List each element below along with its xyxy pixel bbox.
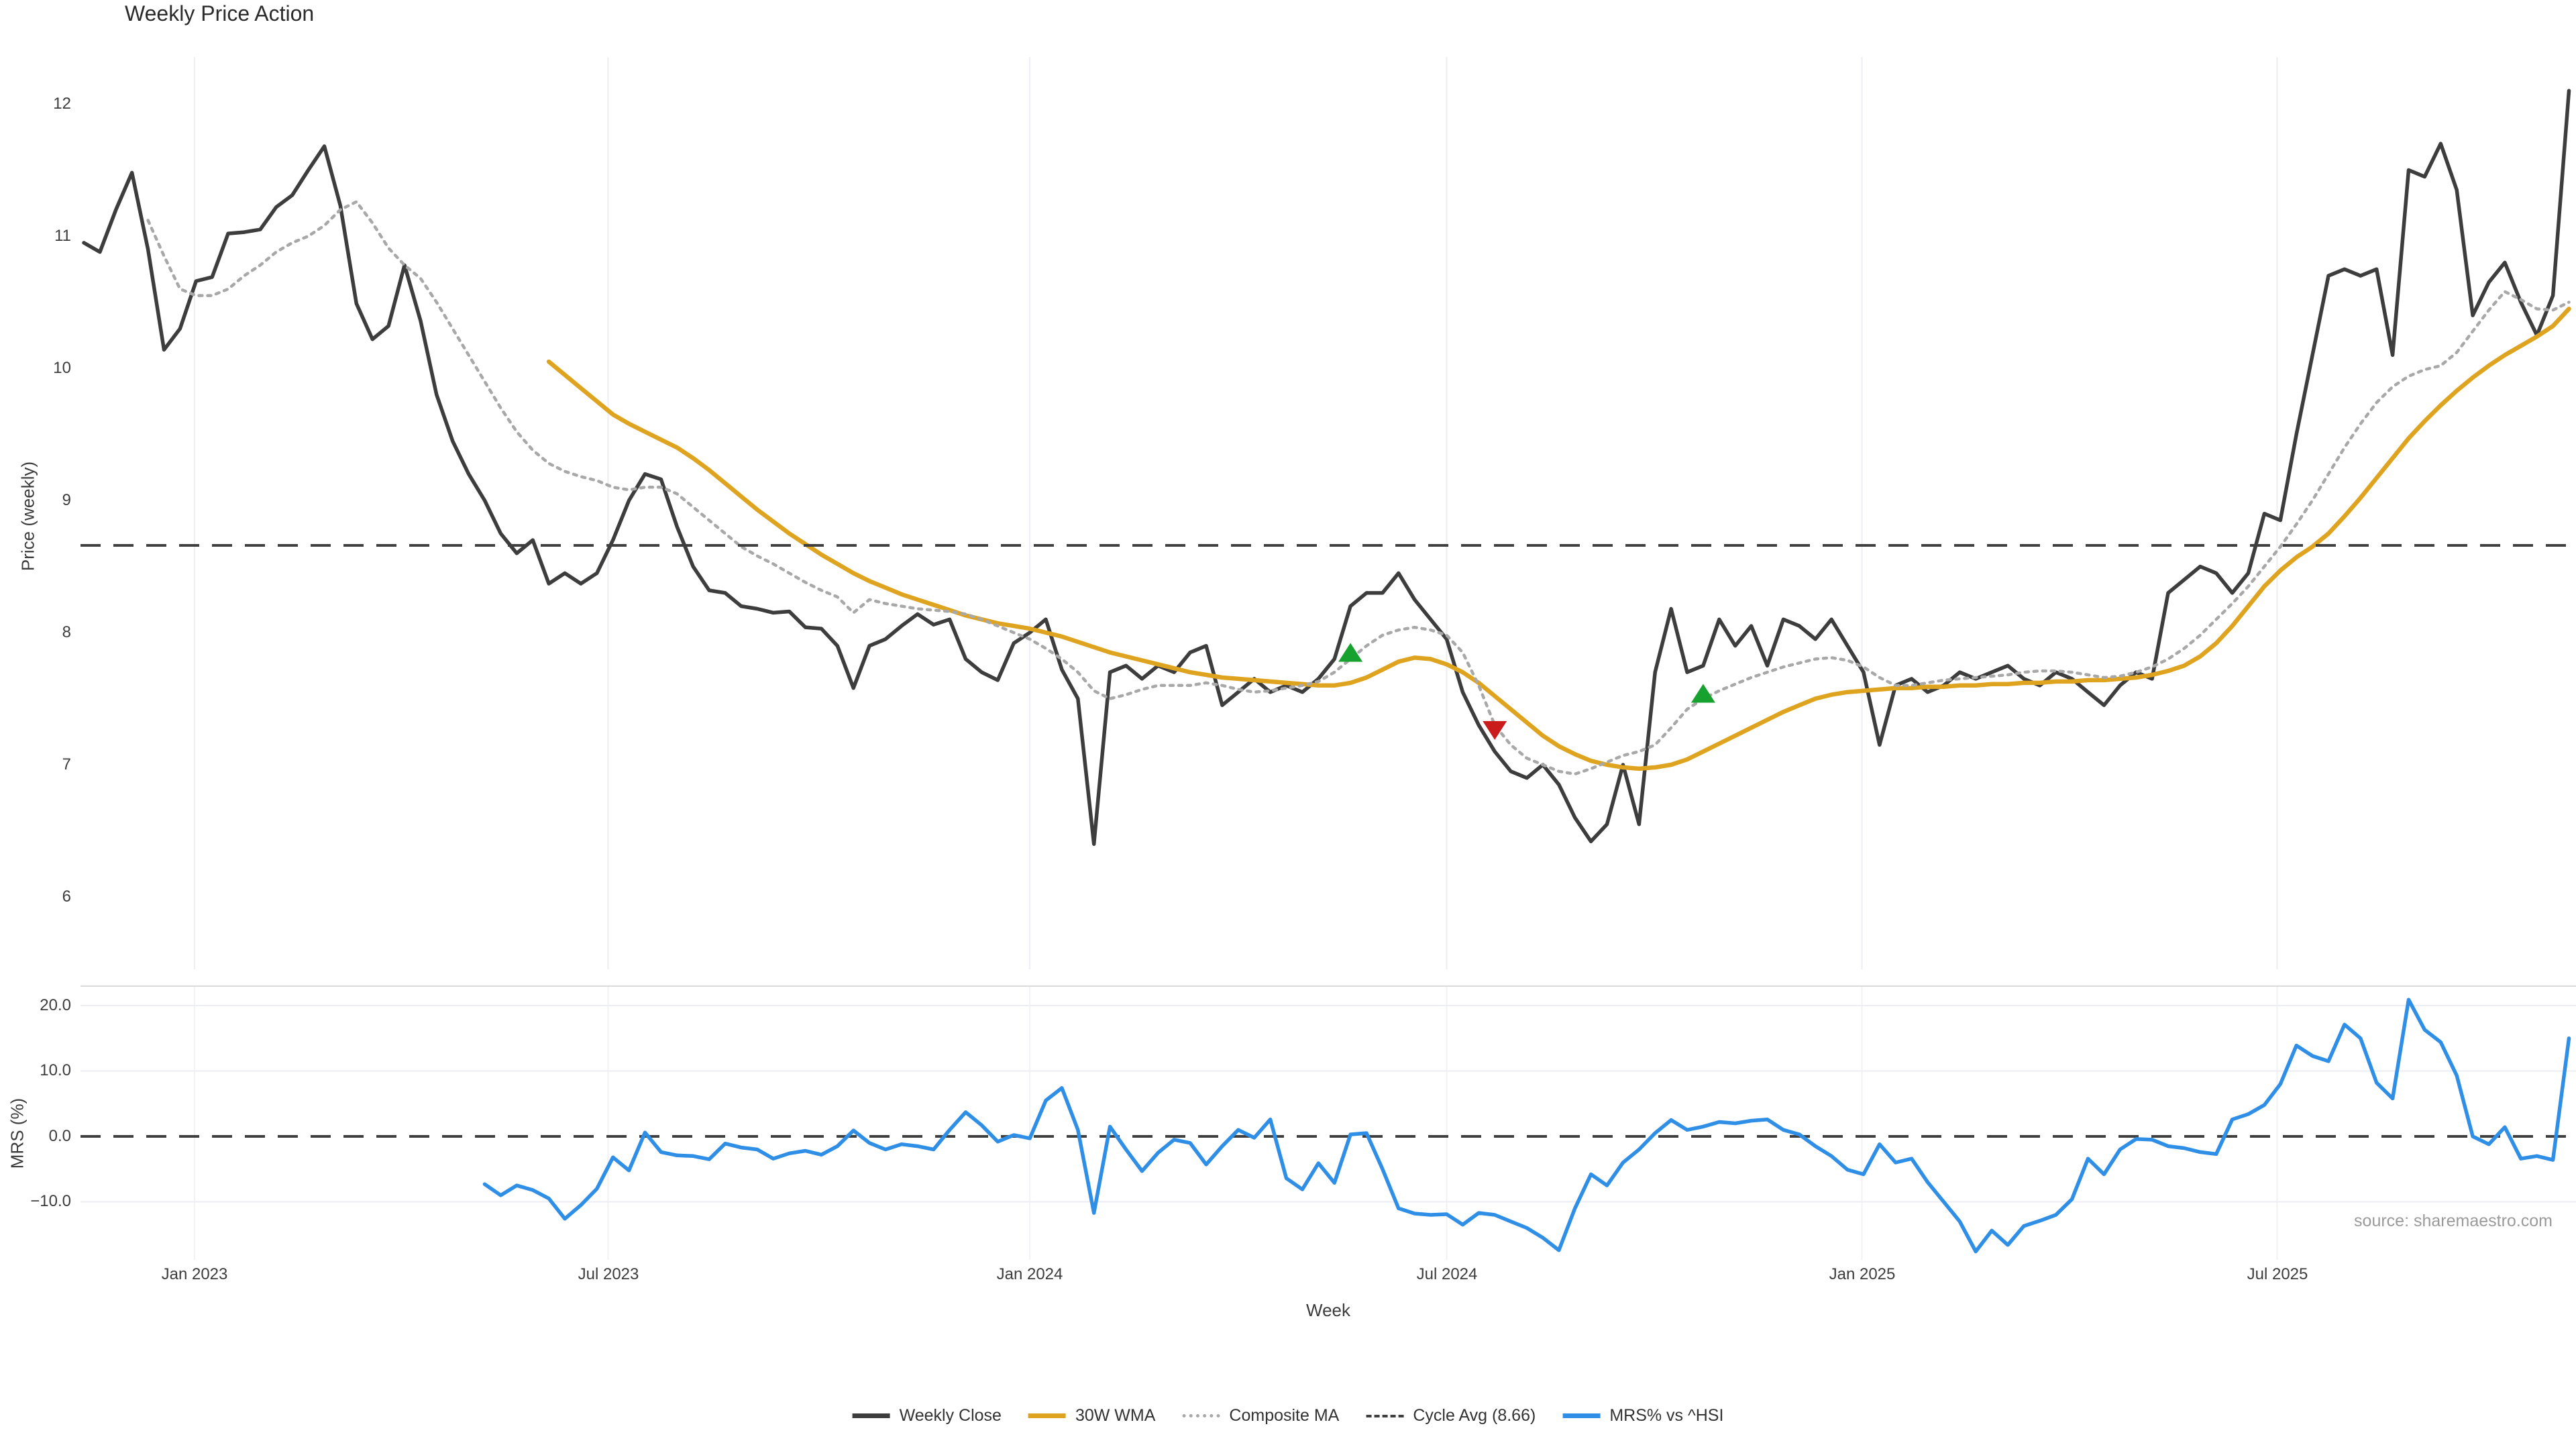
chart-title: Weekly Price Action — [125, 1, 315, 25]
legend-item-weekly-close[interactable]: Weekly Close — [852, 1406, 1002, 1426]
x-tick: Jan 2024 — [996, 1265, 1063, 1283]
x-tick: Jul 2023 — [578, 1265, 639, 1283]
sell-marker-icon — [1483, 720, 1507, 740]
composite-ma-line — [146, 200, 2571, 776]
legend-item-30w-wma[interactable]: 30W WMA — [1028, 1406, 1155, 1426]
x-tick: Jul 2025 — [2247, 1265, 2308, 1283]
weekly-close-line-icon — [852, 1413, 890, 1418]
x-tick: Jan 2025 — [1829, 1265, 1896, 1283]
price-tick: 8 — [62, 623, 71, 641]
legend-label-weekly-close: Weekly Close — [899, 1406, 1002, 1425]
legend: Weekly Close 30W WMA Composite MA Cycle … — [852, 1406, 1723, 1426]
legend-label-composite-ma: Composite MA — [1229, 1406, 1340, 1425]
buy-marker-icon — [1690, 684, 1715, 703]
price-tick: 6 — [62, 888, 71, 906]
price-tick: 11 — [54, 227, 71, 245]
cycle-avg-line-icon — [1366, 1414, 1404, 1417]
mrs-tick: 10.0 — [40, 1061, 71, 1079]
buy-marker-icon — [1338, 643, 1363, 662]
mrs-tick: −10.0 — [30, 1192, 71, 1210]
x-tick: Jan 2023 — [161, 1265, 228, 1283]
composite-ma-line-icon — [1182, 1414, 1220, 1417]
price-axis-label: Price (weekly) — [17, 461, 38, 572]
legend-label-cycle-avg: Cycle Avg (8.66) — [1413, 1406, 1536, 1425]
price-tick: 9 — [62, 491, 71, 509]
mrs-line-icon — [1562, 1413, 1601, 1418]
price-tick: 12 — [53, 95, 71, 113]
mrs-tick: 0.0 — [48, 1127, 71, 1145]
legend-item-composite-ma[interactable]: Composite MA — [1182, 1406, 1339, 1426]
price-tick: 7 — [62, 755, 71, 773]
x-axis-label: Week — [1306, 1300, 1350, 1320]
wma-line-icon — [1028, 1413, 1066, 1418]
30w-wma-line — [546, 307, 2571, 771]
legend-label-mrs: MRS% vs ^HSI — [1609, 1406, 1724, 1425]
price-tick: 10 — [53, 359, 71, 377]
legend-item-mrs[interactable]: MRS% vs ^HSI — [1562, 1406, 1723, 1426]
legend-label-30w-wma: 30W WMA — [1075, 1406, 1156, 1425]
x-tick: Jul 2024 — [1416, 1265, 1478, 1283]
weekly-close-line — [82, 89, 2571, 846]
mrs-tick: 20.0 — [40, 996, 71, 1014]
legend-item-cycle-avg[interactable]: Cycle Avg (8.66) — [1366, 1406, 1536, 1426]
mrs-vs-hsi-line — [482, 998, 2571, 1254]
source-credit: source: sharemaestro.com — [2354, 1212, 2553, 1230]
